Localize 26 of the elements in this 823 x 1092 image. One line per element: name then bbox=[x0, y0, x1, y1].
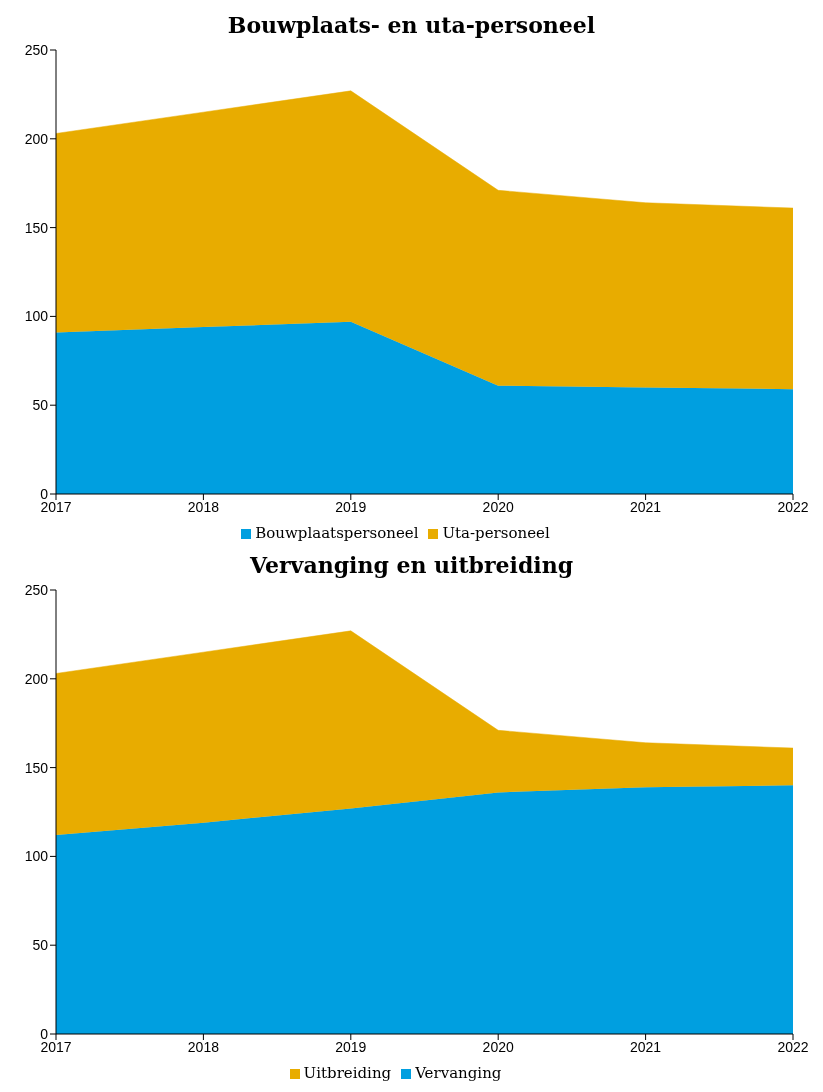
x-tick-label: 2018 bbox=[187, 498, 220, 515]
y-tick-label: 150 bbox=[24, 219, 49, 236]
chart-title: Bouwplaats- en uta-personeel bbox=[226, 11, 597, 40]
y-tick-label: 250 bbox=[24, 41, 49, 58]
x-tick-label: 2022 bbox=[777, 498, 809, 515]
y-tick-label: 250 bbox=[24, 581, 49, 598]
legend-label: Uitbreiding bbox=[303, 1064, 392, 1082]
y-tick-label: 200 bbox=[24, 130, 49, 147]
x-tick-label: 2019 bbox=[335, 498, 367, 515]
y-tick-label: 50 bbox=[32, 397, 49, 414]
x-tick-label: 2019 bbox=[335, 1038, 367, 1055]
x-tick-label: 2022 bbox=[777, 1038, 809, 1055]
x-tick-label: 2021 bbox=[630, 1038, 662, 1055]
y-tick-label: 200 bbox=[24, 670, 49, 687]
x-tick-label: 2020 bbox=[482, 498, 514, 515]
legend-label: Bouwplaatspersoneel bbox=[255, 524, 419, 542]
legend-label: Uta-personeel bbox=[442, 524, 550, 542]
legend-label: Vervanging bbox=[415, 1064, 502, 1082]
y-tick-label: 100 bbox=[24, 308, 49, 325]
y-tick-label: 150 bbox=[24, 759, 49, 776]
x-tick-label: 2021 bbox=[630, 498, 662, 515]
x-tick-label: 2018 bbox=[187, 1038, 220, 1055]
x-tick-label: 2020 bbox=[482, 1038, 514, 1055]
chart-title: Vervanging en uitbreiding bbox=[248, 551, 575, 580]
y-tick-label: 50 bbox=[32, 937, 49, 954]
y-tick-label: 100 bbox=[24, 848, 49, 865]
